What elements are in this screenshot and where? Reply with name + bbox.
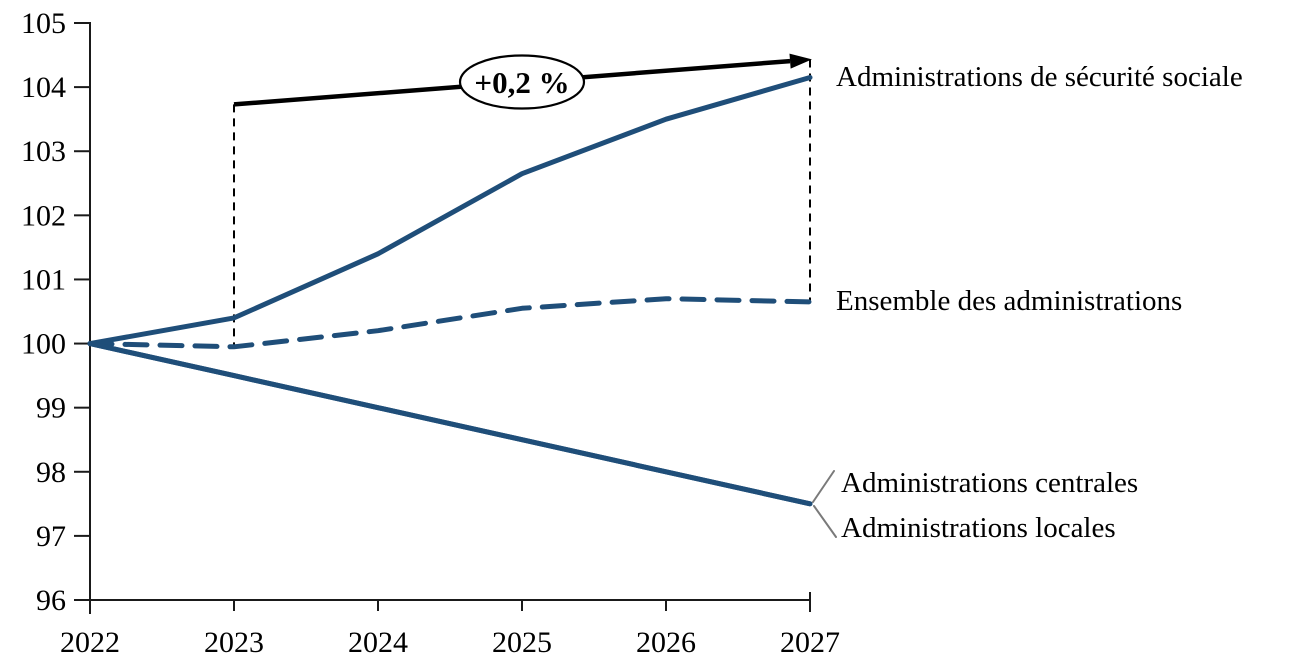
x-tick-label: 2023 [204,626,264,659]
series-label-ensemble: Ensemble des administrations [836,285,1182,317]
series-line-0 [87,75,813,347]
series-line-1 [87,296,813,350]
annotation-label: +0,2 % [474,65,569,100]
y-tick-label: 97 [36,520,66,553]
x-tick-label: 2024 [348,626,408,659]
annotation-bubble: +0,2 % [458,54,586,110]
axes: 96 97 98 99 100 101 102 103 104 105 2022 2023 2024 20… [21,7,840,659]
series-label-securite-sociale: Administrations de sécurité sociale [836,61,1243,93]
series-line-3 [87,341,813,507]
y-tick-label: 101 [21,263,66,296]
label-brace [812,470,837,538]
y-tick-label: 99 [36,392,66,425]
y-tick-label: 105 [21,7,66,40]
series-label-locales: Administrations locales [841,512,1116,544]
series-lines [87,75,813,507]
x-tick-label: 2022 [60,626,120,659]
y-tick-label: 100 [21,328,66,361]
x-tick-label: 2027 [780,626,840,659]
y-tick-label: 104 [21,71,66,104]
series-label-centrales: Administrations centrales [841,467,1138,499]
x-tick-label: 2025 [492,626,552,659]
annotation-ellipse [458,54,586,110]
y-tick-label: 102 [21,199,66,232]
x-tick-label: 2026 [636,626,696,659]
y-tick-label: 98 [36,456,66,489]
y-tick-label: 103 [21,135,66,168]
y-tick-label: 96 [36,584,66,617]
trend-arrowhead [789,53,812,69]
dashed-guides [233,59,811,346]
